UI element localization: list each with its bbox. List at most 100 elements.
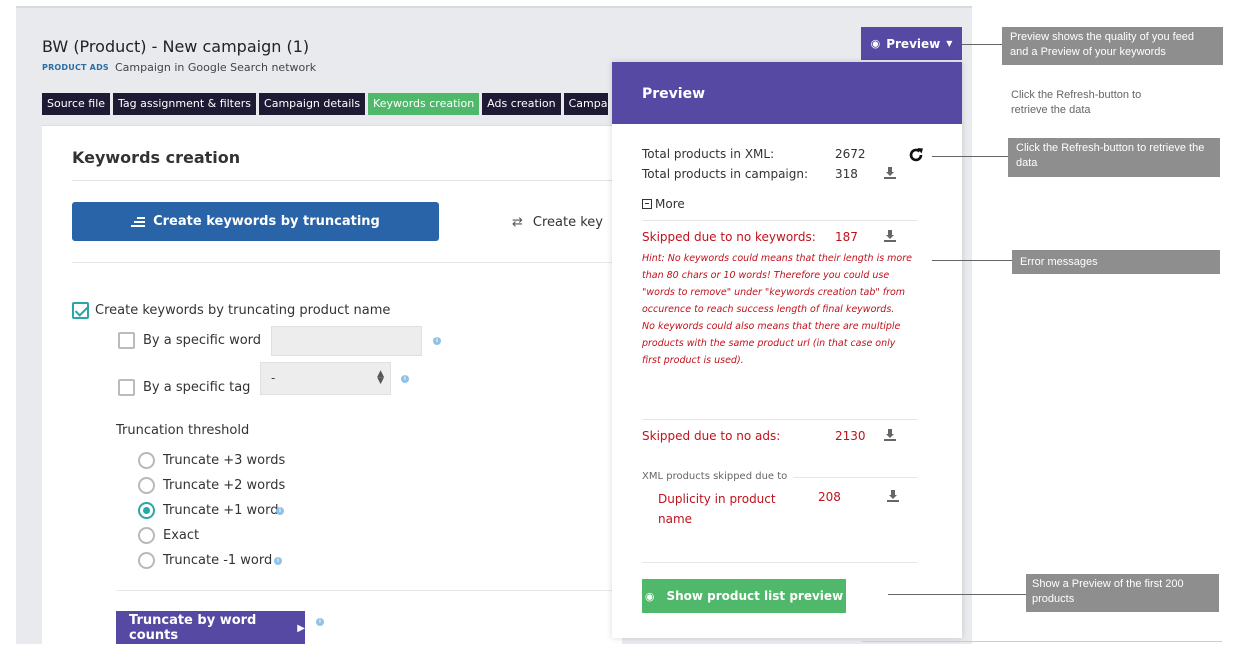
keywords-hint: Hint: No keywords could means that their… [642,250,917,369]
radio-truncate-plus-1[interactable]: Truncate +1 word [138,502,278,519]
radio-button[interactable] [138,552,155,569]
total-campaign-value: 318 [835,167,858,181]
total-campaign-label: Total products in campaign: [642,167,809,181]
collapse-icon [642,199,652,209]
info-icon[interactable]: i [401,375,409,383]
refresh-annotation-plain: Click the Refresh-button to retrieve the… [1011,89,1142,116]
specific-word-input[interactable] [271,326,422,356]
errors-annotation: Error messages [1012,250,1220,274]
radio-truncate-plus-2[interactable]: Truncate +2 words [138,477,285,494]
shuffle-icon: ⇄ [512,215,523,230]
radio-button[interactable] [138,452,155,469]
campaign-network-text: Campaign in Google Search network [115,61,317,74]
annotation-line [932,156,1008,157]
divider [642,220,917,221]
download-icon[interactable] [884,167,896,179]
download-icon[interactable] [887,490,899,502]
show-product-list-preview-button[interactable]: ◉ Show product list preview [642,579,846,613]
radio-button[interactable] [138,477,155,494]
duplicity-label: Duplicity in product name [658,492,776,526]
radio-label: Truncate +1 word [163,503,279,518]
preview-annotation: Preview shows the quality of you feed an… [1002,27,1223,65]
tab-ads-creation[interactable]: Ads creation [482,93,561,115]
specific-tag-checkbox[interactable] [118,379,135,396]
truncate-product-name-label: Create keywords by truncating product na… [95,303,391,318]
create-keywords-other-label: Create key [532,215,603,230]
divider [72,180,612,181]
create-keywords-truncating-button[interactable]: Create keywords by truncating [72,202,439,241]
skipped-keywords-value: 187 [835,230,858,244]
specific-word-option[interactable]: By a specific word [118,332,261,349]
divider [116,590,616,591]
radio-button-selected[interactable] [138,502,155,519]
skipped-ads-value: 2130 [835,429,866,443]
truncate-by-word-counts-button[interactable]: Truncate by word counts ▶ [116,611,305,644]
refresh-icon[interactable] [908,147,924,163]
tab-campaign-details[interactable]: Campaign details [259,93,366,115]
eye-icon: ◉ [644,589,655,603]
tag-select-value: - [271,371,276,385]
step-tabs: Source file Tag assignment & filters Campa… [42,93,608,115]
info-icon[interactable]: i [276,507,284,515]
refresh-annotation: Click the Refresh-button to retrieve the… [1008,138,1220,177]
more-toggle[interactable]: More [642,197,685,211]
hint-text-2: No keywords could also means that there … [642,321,901,366]
products-annotation: Show a Preview of the first 200 products [1026,574,1219,612]
truncation-threshold-label: Truncation threshold [116,423,250,438]
divider [862,641,1222,642]
eye-icon: ◉ [870,37,881,50]
specific-word-checkbox[interactable] [118,332,135,349]
truncate-product-name-option[interactable]: Create keywords by truncating product na… [72,302,390,319]
download-icon[interactable] [884,230,896,242]
select-arrows-icon: ▲ ▼ [377,369,384,386]
radio-label: Truncate +3 words [163,453,286,468]
tab-tag-assignment[interactable]: Tag assignment & filters [113,93,257,115]
caret-down-icon: ▼ [946,39,953,48]
campaign-type-badge: PRODUCT ADS [42,63,109,72]
preview-button-label: Preview [886,36,941,51]
more-label: More [655,197,685,211]
create-keywords-other-button[interactable]: ⇄ Create key [512,215,603,230]
radio-label: Truncate +2 words [163,478,286,493]
specific-tag-option[interactable]: By a specific tag [118,379,250,396]
divider [642,562,917,563]
show-product-list-label: Show product list preview [666,589,844,603]
preview-panel-title: Preview [612,62,962,124]
card-heading: Keywords creation [72,148,241,167]
specific-tag-select[interactable]: - ▲ ▼ [260,362,391,395]
total-xml-value: 2672 [835,147,866,161]
divider [72,262,612,263]
hint-text: Hint: No keywords could means that their… [642,253,912,315]
xml-skipped-label: XML products skipped due to [642,471,794,482]
radio-label: Exact [163,528,200,543]
chevron-right-icon: ▶ [297,622,305,634]
create-keywords-truncating-label: Create keywords by truncating [153,214,380,229]
duplicity-value: 208 [818,490,841,504]
truncate-product-name-checkbox[interactable] [72,302,89,319]
radio-button[interactable] [138,527,155,544]
preview-panel: Preview Total products in XML: 2672 Tota… [612,62,962,638]
info-icon[interactable]: i [433,337,441,345]
tab-keywords-creation[interactable]: Keywords creation [368,93,480,115]
specific-word-label: By a specific word [143,333,262,348]
specific-tag-label: By a specific tag [143,380,251,395]
annotation-line [962,44,1002,45]
download-icon[interactable] [884,429,896,441]
radio-truncate-minus-1[interactable]: Truncate -1 word [138,552,272,569]
skipped-keywords-label: Skipped due to no keywords: [642,230,816,244]
info-icon[interactable]: i [274,557,282,565]
divider [642,419,917,420]
top-border [16,6,972,8]
truncate-icon [131,216,146,227]
preview-dropdown-button[interactable]: ◉ Preview ▼ [861,27,962,60]
tab-source-file[interactable]: Source file [42,93,111,115]
radio-label: Truncate -1 word [163,553,273,568]
skipped-ads-label: Skipped due to no ads: [642,429,781,443]
truncate-by-word-counts-label: Truncate by word counts [129,613,257,643]
info-icon[interactable]: i [316,618,324,626]
annotation-line [932,260,1012,261]
tab-campaign-settings[interactable]: Campaign s [563,93,608,115]
total-xml-label: Total products in XML: [642,147,775,161]
radio-truncate-plus-3[interactable]: Truncate +3 words [138,452,285,469]
radio-exact[interactable]: Exact [138,527,199,544]
